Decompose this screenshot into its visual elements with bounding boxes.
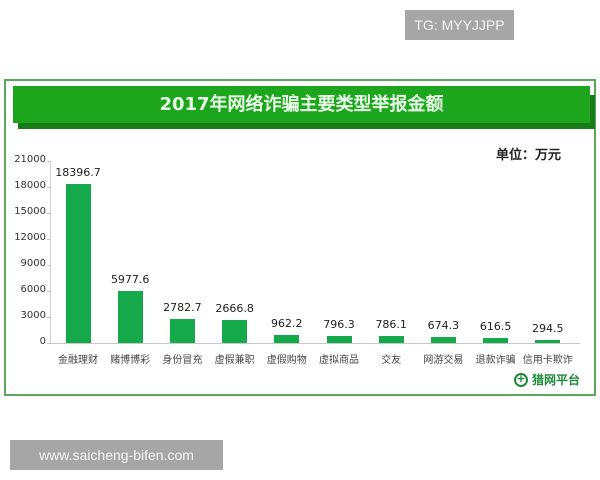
- category-label: 信用卡欺诈: [522, 355, 573, 366]
- bar: [430, 337, 456, 343]
- frame-border-bottom: [4, 394, 596, 396]
- y-tick-label: 12000: [14, 232, 46, 243]
- category-label: 网游交易: [423, 355, 464, 366]
- y-tick-mark: [47, 161, 51, 162]
- frame-border-top: [4, 79, 596, 81]
- bar-value-label: 2782.7: [163, 300, 202, 314]
- y-tick-mark: [47, 265, 51, 266]
- y-tick-mark: [47, 291, 51, 292]
- unit-label: 单位：万元: [496, 148, 562, 163]
- category-label: 赌博博彩: [110, 355, 151, 366]
- category-label: 身份冒充: [162, 355, 203, 366]
- bar: [535, 340, 561, 343]
- bar-value-label: 5977.6: [110, 273, 150, 287]
- y-tick-label: 6000: [20, 284, 46, 295]
- shield-plus-icon: [514, 372, 528, 387]
- y-tick-label: 0: [39, 336, 46, 347]
- chart-title: 2017年网络诈骗主要类型举报金额: [13, 86, 590, 123]
- y-tick-mark: [47, 187, 51, 188]
- y-tick-label: 21000: [14, 154, 46, 165]
- category-label: 虚拟商品: [319, 355, 359, 366]
- bar: [483, 337, 509, 343]
- category-label: 退款诈骗: [475, 355, 516, 366]
- watermark-url: www.saicheng-bifen.com: [10, 440, 223, 470]
- bar-value-label: 616.5: [479, 319, 512, 333]
- bar-value-label: 2666.8: [215, 301, 254, 315]
- y-tick-label: 15000: [14, 206, 46, 217]
- bar-value-label: 18396.7: [55, 165, 101, 179]
- y-tick-label: 18000: [14, 180, 46, 191]
- bar: [274, 334, 300, 343]
- category-label: 金融理财: [58, 355, 98, 366]
- y-tick-mark: [47, 343, 51, 344]
- y-tick-label: 3000: [20, 310, 46, 321]
- y-axis: [50, 161, 51, 343]
- logo-text: 猎网平台: [532, 373, 581, 387]
- bar-value-label: 786.1: [375, 318, 407, 332]
- bar-value-label: 962.2: [271, 316, 303, 330]
- category-label: 虚假兼职: [214, 355, 255, 366]
- bar-value-label: 674.3: [427, 319, 460, 333]
- bar: [222, 319, 248, 343]
- frame-border-right: [594, 79, 596, 396]
- logo: 猎网平台: [514, 371, 580, 388]
- y-tick-mark: [47, 317, 51, 318]
- bar: [65, 183, 91, 343]
- bar: [378, 336, 404, 343]
- y-tick-mark: [47, 239, 51, 240]
- bar-value-label: 294.5: [532, 322, 564, 336]
- y-tick-label: 9000: [20, 258, 46, 269]
- y-tick-mark: [47, 213, 51, 214]
- category-label: 交友: [381, 355, 402, 366]
- bar-value-label: 796.3: [323, 318, 355, 332]
- frame-border-left: [4, 79, 6, 396]
- category-label: 虚假购物: [266, 355, 307, 366]
- bar: [169, 318, 195, 343]
- watermark-tg: TG: MYYJJPP: [405, 10, 514, 40]
- x-axis: [50, 343, 580, 344]
- bar: [326, 336, 352, 343]
- bar: [117, 291, 143, 343]
